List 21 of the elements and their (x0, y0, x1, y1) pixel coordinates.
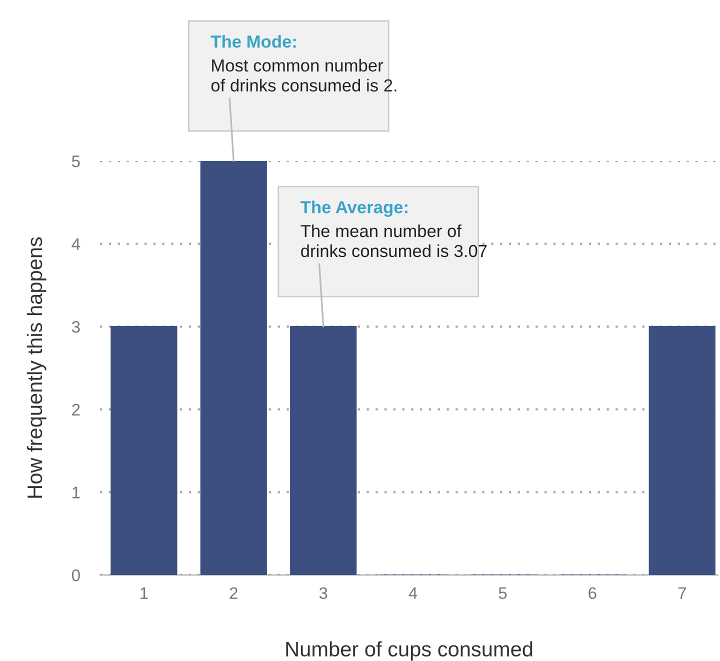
x-tick-label: 3 (319, 587, 328, 600)
y-tick-label: 5 (72, 156, 80, 168)
y-tick-label: 0 (72, 569, 80, 582)
bar (290, 326, 357, 575)
x-tick-label: 6 (588, 587, 596, 600)
x-tick-label: 4 (408, 587, 418, 599)
x-tick-label: 2 (230, 587, 238, 599)
annotation: The Average: The mean number of drinks consumed is 3.07 (300, 200, 487, 258)
annotation: The Mode: Most common number of drinks consumed is 2. (210, 35, 396, 92)
bar (648, 326, 716, 575)
x-axis-title: Number of cups consumed (286, 641, 532, 661)
y-tick-label: 2 (72, 404, 80, 416)
y-axis-title: How frequently this happens (26, 237, 46, 498)
x-tick-label: 7 (678, 587, 686, 599)
x-tick-label: 1 (140, 587, 148, 599)
x-tick-label: 5 (498, 587, 507, 600)
y-tick-label: 1 (72, 486, 80, 498)
y-tick-label: 4 (72, 238, 80, 250)
y-tick-label: 3 (72, 321, 80, 333)
bar (110, 326, 178, 575)
bar (200, 161, 267, 575)
